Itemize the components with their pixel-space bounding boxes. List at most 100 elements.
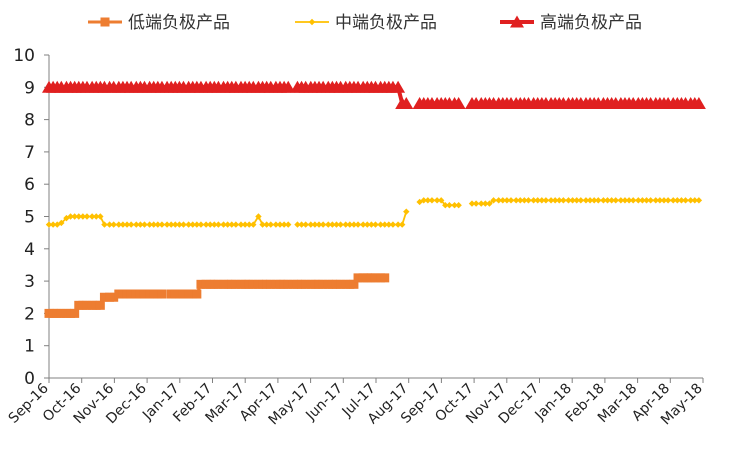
data-point xyxy=(95,300,105,310)
data-point xyxy=(139,289,149,299)
data-point xyxy=(158,221,166,228)
data-point xyxy=(560,197,567,204)
data-point xyxy=(403,208,410,215)
data-point xyxy=(678,197,685,204)
data-point xyxy=(499,197,506,204)
legend-label: 高端负极产品 xyxy=(540,13,642,33)
data-point xyxy=(319,221,327,228)
data-point xyxy=(88,213,96,220)
data-point xyxy=(267,221,274,228)
data-point xyxy=(141,221,148,228)
data-point xyxy=(154,221,162,228)
data-point xyxy=(172,221,179,228)
y-tick-label: 0 xyxy=(24,369,35,389)
data-point xyxy=(307,221,315,228)
legend-item: 高端负极产品 xyxy=(500,13,642,33)
data-point xyxy=(101,221,108,228)
data-point xyxy=(643,197,650,204)
data-point xyxy=(294,221,301,228)
y-tick-label: 5 xyxy=(24,208,35,228)
data-point xyxy=(206,221,214,228)
data-point xyxy=(350,221,358,228)
data-point xyxy=(664,197,672,204)
data-point xyxy=(446,201,453,209)
data-point xyxy=(595,197,602,204)
data-point xyxy=(682,197,689,204)
data-point xyxy=(285,221,292,228)
data-point xyxy=(364,221,371,228)
data-point xyxy=(377,221,384,228)
data-point xyxy=(301,279,311,289)
data-point xyxy=(656,197,664,204)
legend-item: 低端负极产品 xyxy=(88,13,230,33)
data-point xyxy=(687,197,694,204)
data-point xyxy=(202,221,210,228)
data-point xyxy=(582,197,590,204)
data-point xyxy=(398,221,406,228)
data-point xyxy=(298,221,305,228)
data-point xyxy=(197,221,205,228)
data-point xyxy=(507,197,515,204)
data-point xyxy=(93,213,100,220)
data-point xyxy=(167,221,175,228)
data-point xyxy=(391,80,406,93)
data-point xyxy=(237,221,245,228)
data-point xyxy=(99,292,109,302)
data-point xyxy=(311,221,319,228)
data-point xyxy=(691,197,698,204)
data-point xyxy=(433,197,441,204)
data-point xyxy=(565,197,572,204)
data-point xyxy=(437,197,445,204)
data-point xyxy=(178,289,188,299)
data-point xyxy=(215,221,222,228)
data-point xyxy=(56,308,66,318)
data-point xyxy=(495,197,502,204)
data-point xyxy=(635,197,642,204)
y-tick-label: 9 xyxy=(24,78,35,98)
data-point xyxy=(337,221,344,228)
data-point xyxy=(359,221,367,228)
data-point xyxy=(586,197,594,204)
data-point xyxy=(71,213,78,220)
legend: 低端负极产品 中端负极产品 高端负极产品 xyxy=(88,13,642,33)
data-point xyxy=(380,273,390,283)
data-point xyxy=(424,197,432,204)
data-point xyxy=(542,197,550,204)
data-point xyxy=(621,197,629,204)
data-point xyxy=(211,221,218,228)
data-point xyxy=(228,221,235,228)
data-point xyxy=(512,197,520,204)
legend-label: 低端负极产品 xyxy=(128,13,230,33)
data-point xyxy=(455,201,462,209)
data-point xyxy=(573,197,580,204)
x-tick-label: Jun-17 xyxy=(302,381,346,425)
legend-swatch-marker xyxy=(510,15,524,28)
legend-item: 中端负极产品 xyxy=(295,13,437,33)
data-point xyxy=(266,279,276,289)
data-point xyxy=(79,213,87,220)
data-point xyxy=(639,197,646,204)
data-point xyxy=(83,213,91,220)
data-point xyxy=(110,221,117,228)
data-point xyxy=(67,213,74,220)
data-point xyxy=(45,221,53,228)
data-point xyxy=(232,221,240,228)
data-point xyxy=(670,197,677,204)
y-tick-label: 3 xyxy=(24,272,35,292)
data-point xyxy=(547,197,555,204)
data-point xyxy=(224,221,231,228)
data-point xyxy=(381,221,388,228)
data-point xyxy=(127,221,135,228)
data-point xyxy=(420,197,427,204)
data-point xyxy=(604,197,611,204)
data-point xyxy=(478,200,485,207)
legend-swatch-marker xyxy=(100,17,110,27)
data-point xyxy=(82,300,92,310)
data-point xyxy=(115,221,123,228)
data-point xyxy=(318,279,328,289)
y-tick-label: 7 xyxy=(24,143,35,163)
data-point xyxy=(521,197,528,204)
data-point xyxy=(416,198,423,206)
data-point xyxy=(255,213,262,220)
data-point xyxy=(196,279,206,289)
